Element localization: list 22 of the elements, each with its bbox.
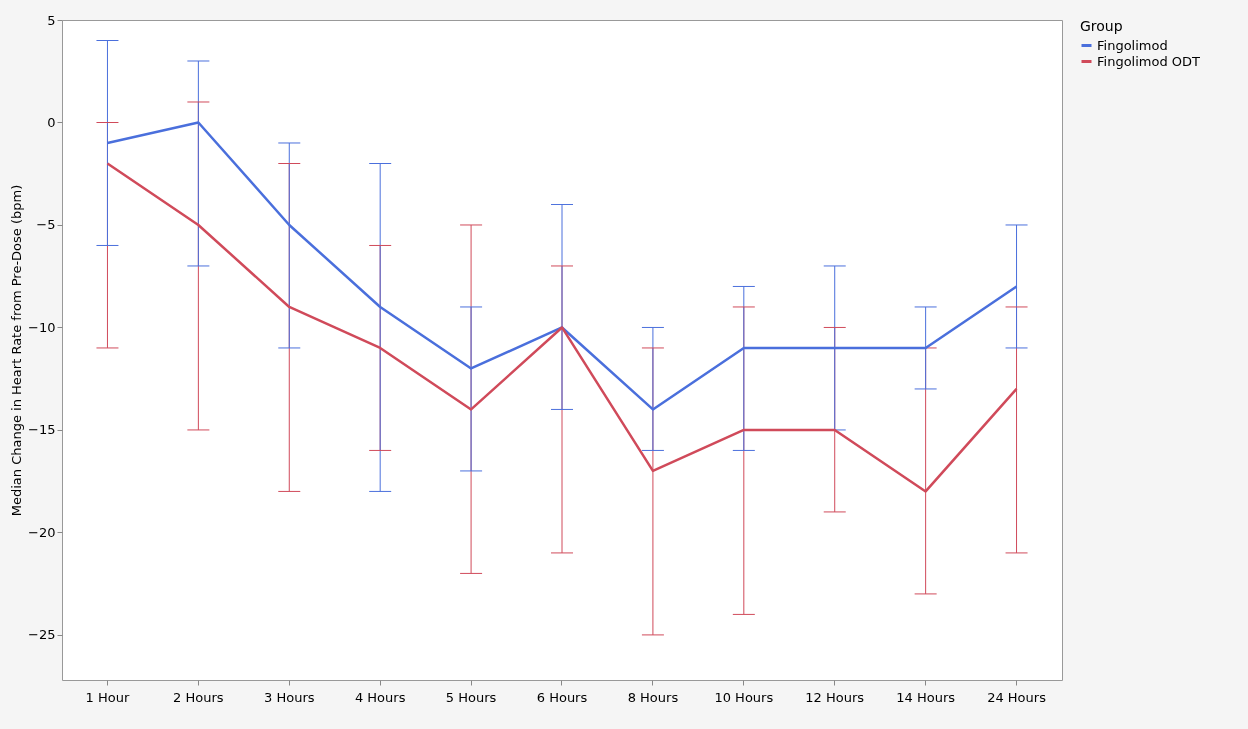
x-tick-label: 12 Hours — [805, 689, 865, 705]
legend-label: Fingolimod — [1097, 37, 1168, 53]
x-tick-label: 24 Hours — [987, 689, 1047, 705]
x-tick-label: 3 Hours — [264, 689, 315, 705]
x-tick-label: 10 Hours — [714, 689, 774, 705]
y-tick-label: 0 — [47, 114, 56, 130]
x-tick-label: 5 Hours — [445, 689, 497, 705]
y-tick-label: −5 — [36, 217, 56, 233]
y-tick-label: 5 — [47, 12, 56, 28]
x-tick-label: 1 Hour — [85, 689, 130, 705]
x-tick-label: 4 Hours — [354, 689, 406, 705]
y-tick-label: −25 — [28, 627, 56, 643]
x-tick-label: 2 Hours — [173, 689, 224, 705]
y-tick-label: −15 — [28, 422, 56, 438]
y-tick-label: −10 — [28, 319, 56, 335]
legend-title: Group — [1080, 18, 1123, 34]
y-tick-label: −20 — [28, 524, 56, 540]
y-axis-title: Median Change in Heart Rate from Pre-Dose (bpm) — [9, 184, 25, 517]
x-tick-label: 14 Hours — [896, 689, 956, 705]
x-tick-label: 8 Hours — [627, 689, 679, 705]
legend-label: Fingolimod ODT — [1097, 53, 1201, 69]
x-tick-label: 6 Hours — [536, 689, 588, 705]
